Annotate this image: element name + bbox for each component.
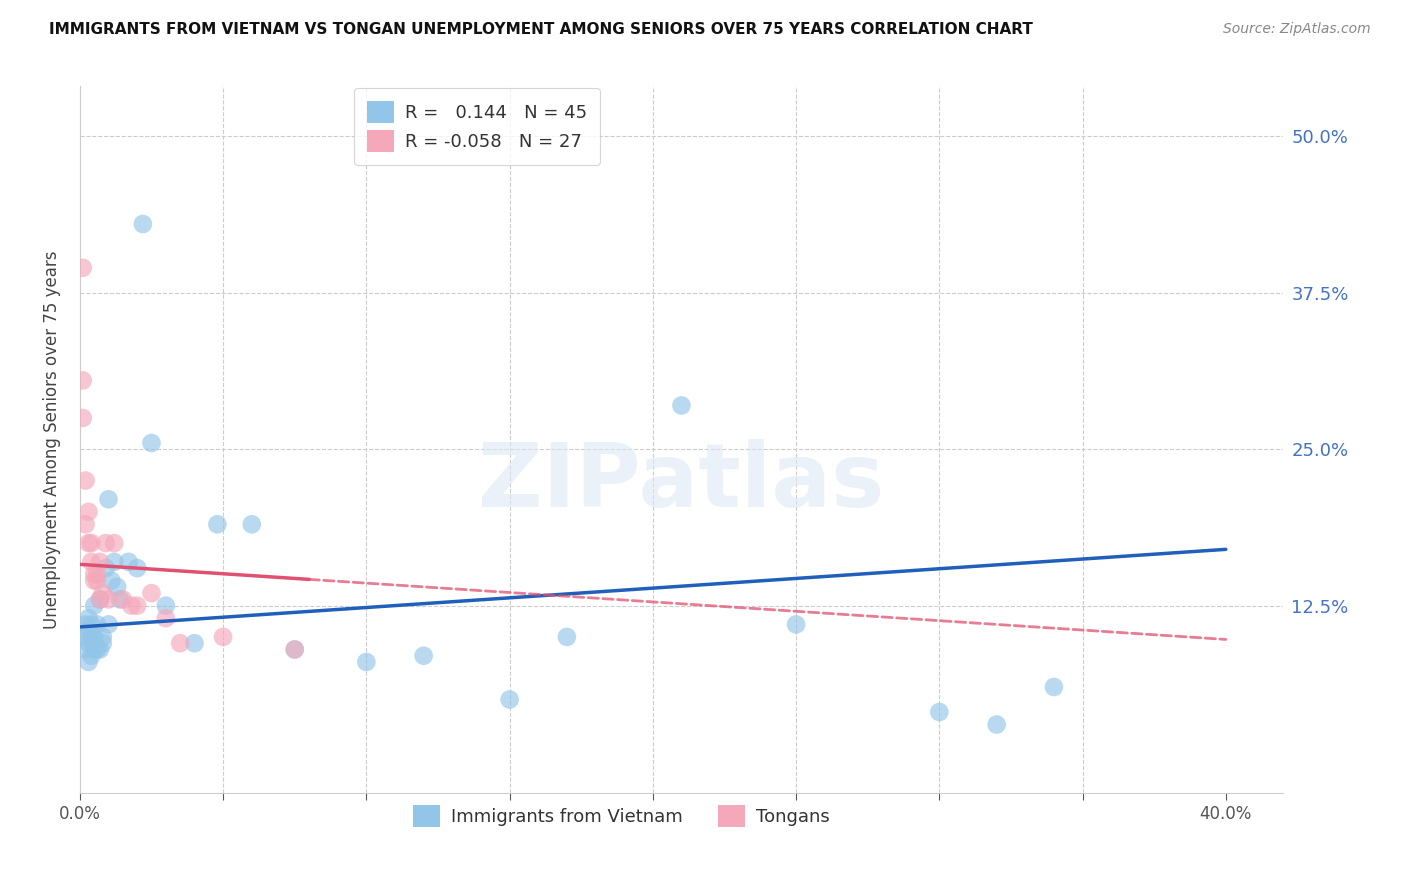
Point	[91, 586, 114, 600]
Point	[120, 599, 142, 613]
Point	[75, 617, 97, 632]
Point	[284, 642, 307, 657]
Point	[77, 636, 100, 650]
Point	[207, 517, 229, 532]
Point	[80, 536, 103, 550]
Point	[671, 399, 693, 413]
Point	[83, 630, 105, 644]
Point	[97, 492, 120, 507]
Point	[284, 642, 307, 657]
Point	[72, 260, 94, 275]
Point	[1043, 680, 1066, 694]
Point	[86, 574, 108, 588]
Point	[86, 567, 108, 582]
Point	[72, 411, 94, 425]
Point	[94, 536, 117, 550]
Point	[89, 592, 111, 607]
Point	[155, 599, 177, 613]
Point	[83, 636, 105, 650]
Point	[83, 599, 105, 613]
Point	[97, 617, 120, 632]
Point	[111, 592, 134, 607]
Point	[183, 636, 205, 650]
Point	[117, 555, 139, 569]
Y-axis label: Unemployment Among Seniors over 75 years: Unemployment Among Seniors over 75 years	[44, 251, 60, 629]
Point	[103, 536, 125, 550]
Point	[141, 436, 163, 450]
Point	[77, 611, 100, 625]
Point	[100, 574, 122, 588]
Point	[75, 642, 97, 657]
Point	[80, 648, 103, 663]
Point	[97, 592, 120, 607]
Point	[86, 642, 108, 657]
Point	[72, 630, 94, 644]
Point	[77, 505, 100, 519]
Point	[555, 630, 578, 644]
Point	[77, 655, 100, 669]
Point	[83, 567, 105, 582]
Point	[155, 611, 177, 625]
Point	[785, 617, 807, 632]
Text: Source: ZipAtlas.com: Source: ZipAtlas.com	[1223, 22, 1371, 37]
Point	[80, 555, 103, 569]
Point	[108, 592, 131, 607]
Point	[91, 636, 114, 650]
Point	[80, 630, 103, 644]
Point	[89, 555, 111, 569]
Point	[91, 630, 114, 644]
Point	[77, 536, 100, 550]
Point	[928, 705, 950, 719]
Point	[80, 617, 103, 632]
Point	[86, 617, 108, 632]
Point	[498, 692, 520, 706]
Point	[986, 717, 1008, 731]
Point	[212, 630, 235, 644]
Point	[77, 624, 100, 638]
Point	[412, 648, 434, 663]
Text: IMMIGRANTS FROM VIETNAM VS TONGAN UNEMPLOYMENT AMONG SENIORS OVER 75 YEARS CORRE: IMMIGRANTS FROM VIETNAM VS TONGAN UNEMPL…	[49, 22, 1033, 37]
Point	[103, 555, 125, 569]
Point	[127, 599, 149, 613]
Point	[169, 636, 191, 650]
Point	[141, 586, 163, 600]
Point	[75, 517, 97, 532]
Point	[83, 574, 105, 588]
Text: ZIPatlas: ZIPatlas	[478, 439, 884, 525]
Point	[105, 580, 128, 594]
Point	[94, 561, 117, 575]
Point	[89, 592, 111, 607]
Point	[75, 474, 97, 488]
Legend: Immigrants from Vietnam, Tongans: Immigrants from Vietnam, Tongans	[405, 797, 838, 834]
Point	[240, 517, 263, 532]
Point	[127, 561, 149, 575]
Point	[83, 642, 105, 657]
Point	[132, 217, 155, 231]
Point	[356, 655, 378, 669]
Point	[72, 373, 94, 387]
Point	[89, 642, 111, 657]
